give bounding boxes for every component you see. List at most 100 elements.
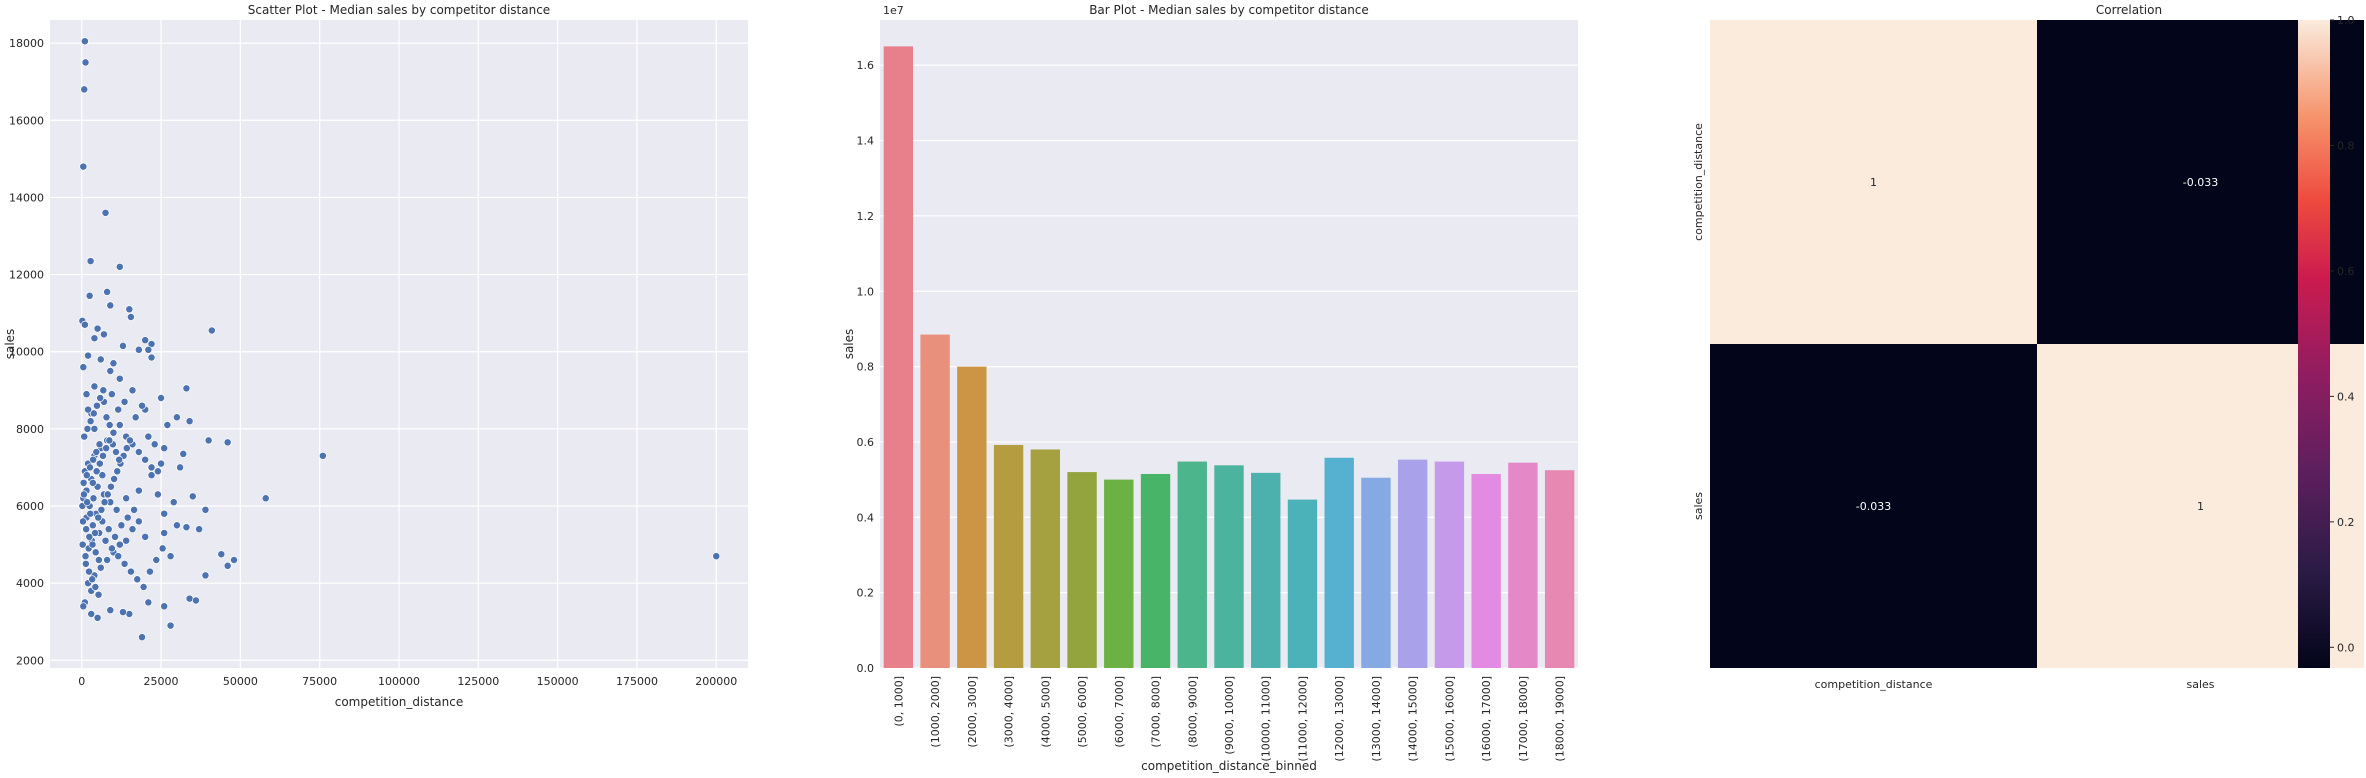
scatter-point [125,305,134,314]
scatter-point [160,509,169,518]
scatter-point [126,313,135,321]
scatter-point [88,521,97,530]
scatter-point [130,505,139,514]
scatter-point [95,440,104,449]
scatter-point [89,494,98,503]
scatter-panel: 0 25000 50000 75000 100000 125000 150000 175000… [3,3,748,709]
bar-x-tick-label: (17000, 18000] [1517,676,1530,762]
bar-x-tick-label: (15000, 16000] [1443,676,1456,762]
scatter-point [117,521,126,530]
scatter-point [115,374,124,383]
bar-x-tick-label: (3000, 4000] [1003,676,1016,748]
scatter-point [141,532,150,541]
bar [1140,473,1171,668]
bar [920,334,950,668]
scatter-point [147,471,156,480]
bar [1104,479,1134,668]
bar-x-tick-label: (10000, 11000] [1260,676,1273,762]
bar-x-tick-label: (13000, 14000] [1370,676,1383,762]
scatter-point [91,583,100,591]
scatter-point [134,486,143,495]
scatter-point [712,552,721,561]
bar-x-tick-label: (9000, 10000] [1223,676,1236,755]
bar [1067,472,1097,668]
bar [1287,499,1318,668]
scatter-point [106,301,115,310]
scatter-point [80,85,89,94]
scatter-point [99,451,107,460]
bar [1030,449,1061,668]
scatter-point [79,490,88,499]
scatter-x-label: competition_distance [335,695,464,709]
scatter-point [115,262,124,271]
bar-y-tick-label: 0.6 [857,436,875,449]
scatter-point [110,475,119,483]
bar [1434,461,1465,668]
colorbar-tick-label: 0.6 [2337,265,2355,278]
scatter-point [92,467,101,476]
bar-x-tick-label: (18000, 19000] [1554,676,1567,762]
scatter-x-tick-label: 25000 [144,675,179,688]
scatter-x-tick-label: 150000 [537,675,579,688]
scatter-point [172,521,181,530]
bar-y-tick-label: 0.2 [857,587,875,600]
scatter-point [92,448,101,456]
scatter-point [102,413,111,422]
heatmap-cell [1710,344,2037,668]
scatter-points [78,37,721,642]
colorbar-tick-label: 0.2 [2337,516,2355,529]
scatter-point [89,409,98,418]
scatter-point [128,386,137,395]
colorbar-tick-label: 0.4 [2337,390,2355,403]
scatter-point [80,432,89,441]
scatter-point [95,459,104,468]
scatter-point [96,394,105,402]
scatter-point [122,444,131,453]
bar [1508,462,1538,668]
scatter-point [82,390,91,399]
scatter-point [144,345,153,354]
scatter-point [96,355,105,364]
scatter-point [79,602,88,611]
scatter-point [83,498,92,507]
scatter-point [86,257,95,266]
bars [883,46,1575,669]
scatter-point [99,330,108,339]
scatter-point [88,575,97,584]
scatter-point [102,444,111,453]
scatter-point [97,505,106,514]
scatter-point [85,291,94,300]
scatter-point [82,525,91,534]
heatmap-cell-value: 1 [1870,176,1877,189]
scatter-point [105,436,114,445]
scatter-y-tick-label: 12000 [9,269,44,282]
bar-x-tick-label: (0, 1000] [892,676,905,727]
scatter-point [318,451,327,460]
scatter-point [166,552,175,561]
scatter-point [147,353,156,362]
scatter-point [133,575,142,584]
scatter-point [81,58,90,67]
bar [1361,477,1391,668]
scatter-point [191,596,200,605]
scatter-point [115,455,124,464]
scatter-point [139,583,148,591]
scatter-y-tick-label: 8000 [16,423,44,436]
scatter-point [105,421,114,429]
scatter-point [153,490,162,499]
scatter-gridlines [50,20,748,668]
heatmap-cell-value: 1 [2197,500,2204,513]
scatter-point [160,529,169,537]
bar [883,46,914,669]
scatter-point [93,401,101,410]
scatter-point [89,455,98,464]
bar-y-tick-label: 0.0 [857,662,875,675]
scatter-point [107,390,116,399]
scatter-point [230,556,238,564]
scatter-point [113,467,122,476]
scatter-point [119,341,127,350]
scatter-point [207,326,216,335]
scatter-point [87,610,96,618]
scatter-point [106,367,115,375]
